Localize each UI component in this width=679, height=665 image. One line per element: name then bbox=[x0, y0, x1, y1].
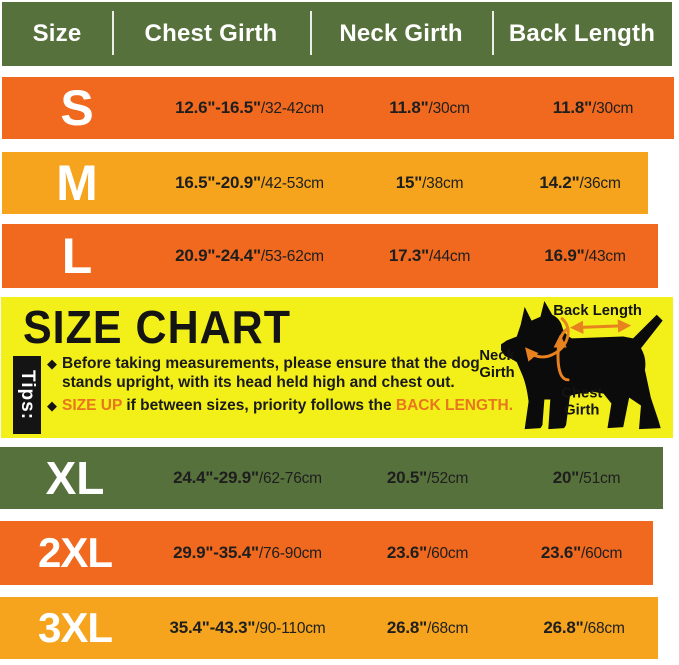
neck-girth-value: 11.8"/30cm bbox=[347, 98, 512, 118]
tips-label-box: Tips: bbox=[13, 356, 41, 434]
chest-girth-arrow bbox=[556, 327, 570, 382]
tips-text: ◆ Before taking measurements, please ens… bbox=[47, 355, 527, 420]
value-cm: /42-53cm bbox=[260, 175, 324, 192]
table-row-s: S 12.6"-16.5"/32-42cm 11.8"/30cm 11.8"/3… bbox=[2, 77, 674, 139]
size-label: 3XL bbox=[37, 604, 113, 651]
diamond-bullet-icon: ◆ bbox=[47, 356, 57, 371]
table-header-row: Size Chest Girth Neck Girth Back Length bbox=[2, 2, 672, 66]
value-inches: 14.2" bbox=[539, 173, 580, 192]
table-row-xl: XL 24.4"-29.9"/62-76cm 20.5"/52cm 20"/51… bbox=[0, 447, 663, 509]
size-label: XL bbox=[45, 452, 105, 504]
value-inches: 26.8" bbox=[386, 618, 427, 637]
table-row-3xl: 3XL 35.4"-43.3"/90-110cm 26.8"/68cm 26.8… bbox=[0, 597, 658, 659]
value-inches: 35.4"-43.3" bbox=[169, 618, 256, 637]
dog-silhouette-icon bbox=[501, 300, 663, 430]
header-divider bbox=[492, 11, 494, 55]
tip-line: stands upright, with its head held high … bbox=[62, 373, 455, 391]
size-label: 2XL bbox=[37, 529, 113, 576]
header-divider bbox=[310, 11, 312, 55]
dog-neck-label-line1: Neck bbox=[479, 348, 515, 364]
header-back-length: Back Length bbox=[508, 20, 656, 47]
table-row-l: L 20.9"-24.4"/53-62cm 17.3"/44cm 16.9"/4… bbox=[2, 224, 658, 288]
size-up-highlight: SIZE UP bbox=[62, 396, 123, 414]
value-inches: 16.9" bbox=[544, 246, 585, 265]
value-inches: 12.6"-16.5" bbox=[175, 98, 261, 117]
chest-girth-value: 35.4"-43.3"/90-110cm bbox=[150, 618, 345, 638]
neck-girth-value: 15"/38cm bbox=[347, 173, 512, 193]
value-cm: /60cm bbox=[426, 545, 469, 562]
chest-girth-value: 29.9"-35.4"/76-90cm bbox=[150, 543, 345, 563]
value-inches: 17.3" bbox=[388, 246, 429, 265]
value-cm: /51cm bbox=[579, 470, 621, 487]
header-divider bbox=[112, 11, 114, 55]
dog-back-length-label: Back Length bbox=[553, 303, 642, 319]
back-length-value: 26.8"/68cm bbox=[510, 618, 658, 638]
value-inches: 20" bbox=[552, 468, 580, 487]
size-chart-banner: SIZE CHART Tips: ◆ Before taking measure… bbox=[1, 297, 673, 438]
table-row-m: M 16.5"-20.9"/42-53cm 15"/38cm 14.2"/36c… bbox=[2, 152, 648, 214]
tip-line: if between sizes, priority follows the bbox=[122, 396, 396, 414]
header-neck-girth: Neck Girth bbox=[339, 20, 463, 47]
back-length-value: 14.2"/36cm bbox=[512, 173, 648, 193]
value-cm: /52cm bbox=[426, 470, 469, 487]
tip-measure: ◆ Before taking measurements, please ens… bbox=[47, 355, 527, 393]
header-chest-girth: Chest Girth bbox=[144, 20, 278, 47]
value-cm: /53-62cm bbox=[260, 248, 324, 265]
back-length-highlight: BACK LENGTH. bbox=[395, 396, 514, 414]
value-inches: 11.8" bbox=[552, 98, 592, 117]
value-cm: /30cm bbox=[592, 100, 634, 117]
value-cm: /32-42cm bbox=[260, 100, 324, 117]
neck-girth-value: 23.6"/60cm bbox=[345, 543, 510, 563]
value-cm: /44cm bbox=[428, 248, 471, 265]
banner-title: SIZE CHART bbox=[23, 302, 291, 354]
chest-girth-value: 12.6"-16.5"/32-42cm bbox=[152, 98, 347, 118]
diamond-bullet-icon: ◆ bbox=[47, 397, 57, 413]
value-inches: 24.4"-29.9" bbox=[173, 468, 259, 487]
value-inches: 16.5"-20.9" bbox=[175, 173, 261, 192]
value-cm: /43cm bbox=[584, 248, 626, 265]
size-label: S bbox=[60, 80, 94, 136]
tip-size-up: ◆ SIZE UP if between sizes, priority fol… bbox=[47, 397, 527, 416]
chest-girth-value: 24.4"-29.9"/62-76cm bbox=[150, 468, 345, 488]
value-cm: /68cm bbox=[583, 620, 625, 637]
chest-girth-value: 20.9"-24.4"/53-62cm bbox=[152, 246, 347, 266]
neck-girth-value: 26.8"/68cm bbox=[345, 618, 510, 638]
value-inches: 11.8" bbox=[389, 98, 429, 117]
neck-girth-value: 20.5"/52cm bbox=[345, 468, 510, 488]
value-inches: 20.9"-24.4" bbox=[175, 246, 261, 265]
value-inches: 23.6" bbox=[540, 543, 581, 562]
value-inches: 20.5" bbox=[386, 468, 427, 487]
dog-chest-label-line2: Girth bbox=[564, 402, 599, 418]
value-inches: 23.6" bbox=[386, 543, 427, 562]
value-cm: /30cm bbox=[428, 100, 470, 117]
dog-illustration-svg: Back Length Neck Girth Chest Girth bbox=[479, 300, 663, 430]
value-cm: /62-76cm bbox=[258, 470, 322, 487]
back-length-value: 20"/51cm bbox=[510, 468, 663, 488]
tip-line: Before taking measurements, please ensur… bbox=[62, 355, 480, 372]
neck-girth-value: 17.3"/44cm bbox=[347, 246, 512, 266]
value-cm: /36cm bbox=[579, 175, 621, 192]
tips-label: Tips: bbox=[17, 369, 38, 421]
value-cm: /60cm bbox=[580, 545, 623, 562]
dog-measurement-illustration: Back Length Neck Girth Chest Girth bbox=[471, 299, 669, 437]
back-length-value: 11.8"/30cm bbox=[512, 98, 674, 118]
value-cm: /68cm bbox=[426, 620, 469, 637]
value-inches: 15" bbox=[395, 173, 423, 192]
value-cm: /76-90cm bbox=[258, 545, 322, 562]
value-cm: /90-110cm bbox=[255, 620, 326, 637]
table-row-2xl: 2XL 29.9"-35.4"/76-90cm 23.6"/60cm 23.6"… bbox=[0, 521, 653, 585]
back-length-arrow bbox=[569, 319, 632, 334]
size-label: M bbox=[56, 155, 98, 211]
back-length-value: 23.6"/60cm bbox=[510, 543, 653, 563]
chest-girth-value: 16.5"-20.9"/42-53cm bbox=[152, 173, 347, 193]
dog-neck-label-line2: Girth bbox=[479, 365, 514, 381]
size-label: L bbox=[61, 228, 93, 284]
value-inches: 29.9"-35.4" bbox=[173, 543, 259, 562]
header-size: Size bbox=[32, 20, 82, 47]
value-inches: 26.8" bbox=[543, 618, 584, 637]
dog-chest-label-line1: Chest bbox=[561, 386, 602, 402]
value-cm: /38cm bbox=[422, 175, 464, 192]
back-length-value: 16.9"/43cm bbox=[512, 246, 658, 266]
